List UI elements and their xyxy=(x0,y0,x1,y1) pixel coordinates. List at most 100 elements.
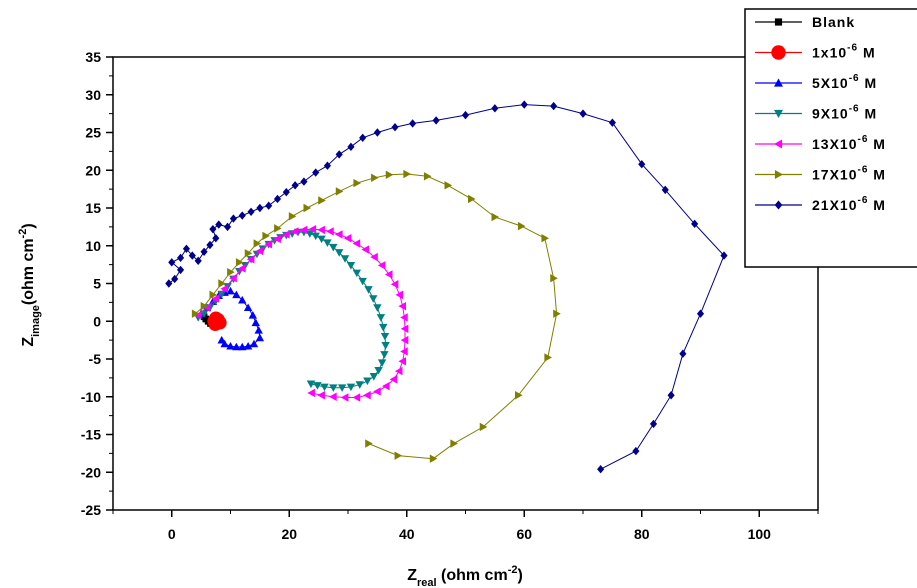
data-point xyxy=(212,234,220,243)
data-point xyxy=(320,383,329,392)
data-point xyxy=(363,377,372,386)
data-point xyxy=(409,119,417,128)
data-point xyxy=(544,353,552,362)
legend-label: 9X10-6 M xyxy=(812,104,877,122)
data-point xyxy=(165,279,173,288)
data-point xyxy=(273,234,281,244)
data-point xyxy=(264,240,273,249)
data-point xyxy=(429,454,438,463)
data-point xyxy=(365,439,373,448)
data-point xyxy=(274,224,282,233)
data-point xyxy=(226,286,235,295)
data-point xyxy=(479,422,488,432)
data-point xyxy=(774,109,783,118)
data-point xyxy=(226,341,235,350)
legend-label: 1x10-6 M xyxy=(812,43,876,61)
data-point xyxy=(255,246,264,256)
legend-label-sup: -6 xyxy=(857,134,868,145)
data-point xyxy=(774,170,783,179)
data-point xyxy=(515,391,523,400)
data-point xyxy=(290,227,299,236)
data-point xyxy=(400,313,408,322)
data-point xyxy=(394,451,403,460)
y-tick-label: -10 xyxy=(81,389,101,405)
data-point xyxy=(265,201,273,210)
data-point xyxy=(373,304,382,312)
y-axis-title-unit: (ohm cm xyxy=(20,238,37,305)
legend-label: Blank xyxy=(812,14,855,30)
data-point xyxy=(334,249,344,257)
data-point xyxy=(262,231,270,241)
data-point xyxy=(352,239,361,248)
x-tick-label: 60 xyxy=(516,526,532,542)
data-point xyxy=(306,380,316,389)
data-point xyxy=(188,251,196,260)
data-point xyxy=(517,221,526,231)
y-tick-label: 0 xyxy=(93,313,101,329)
data-point xyxy=(282,230,290,239)
legend-item: 9X10-6 M xyxy=(755,104,877,122)
y-axis: -25 -20 -15 -10 -5 0 5 10 15 20 25 30 35 xyxy=(81,49,113,518)
x-tick-label: 100 xyxy=(748,526,772,542)
legend-label-base: 17X10 xyxy=(812,167,857,183)
data-point xyxy=(346,383,356,392)
legend-label-base: Blank xyxy=(812,14,855,30)
x-axis-title-sup: -2 xyxy=(508,564,518,576)
data-point xyxy=(389,375,398,384)
data-point xyxy=(335,150,343,159)
data-point xyxy=(235,258,244,267)
data-point xyxy=(398,301,406,311)
legend-label-sup: -6 xyxy=(857,195,868,206)
legend-label-sup: -6 xyxy=(849,73,860,84)
y-tick-label: -5 xyxy=(89,351,102,367)
data-point xyxy=(774,78,783,87)
data-point xyxy=(352,269,362,278)
data-point xyxy=(176,253,185,263)
data-point xyxy=(550,101,558,111)
y-tick-label: 10 xyxy=(85,238,101,254)
legend-label-base: 1x10 xyxy=(812,45,847,61)
x-axis-title: Zreal (ohm cm-2) xyxy=(407,564,523,588)
x-axis-title-unit: (ohm cm xyxy=(437,567,508,584)
series-line xyxy=(197,231,387,389)
series-7 xyxy=(165,100,728,474)
data-point xyxy=(312,168,320,177)
data-point xyxy=(317,235,326,244)
data-point xyxy=(363,391,371,400)
data-point xyxy=(305,230,315,238)
data-point xyxy=(364,286,373,294)
data-point xyxy=(282,187,290,197)
data-point xyxy=(217,335,226,344)
data-point xyxy=(376,314,386,322)
data-point xyxy=(550,274,558,283)
data-point xyxy=(202,303,211,312)
data-point xyxy=(200,301,209,311)
data-point xyxy=(373,128,381,137)
data-point xyxy=(450,439,458,448)
legend-label: 13X10-6 M xyxy=(812,134,886,152)
data-point xyxy=(638,160,646,169)
series-2 xyxy=(207,311,227,331)
data-point xyxy=(379,323,388,332)
data-point xyxy=(579,109,587,118)
data-point xyxy=(358,277,367,286)
data-point xyxy=(374,366,383,375)
y-axis-title-sup: -2 xyxy=(17,229,29,239)
data-point xyxy=(400,324,409,333)
data-point xyxy=(398,357,406,366)
data-point xyxy=(390,280,399,289)
data-point xyxy=(191,309,200,318)
data-point xyxy=(491,212,500,222)
data-point xyxy=(288,212,297,221)
data-point xyxy=(361,245,369,254)
data-point xyxy=(608,118,616,127)
data-point xyxy=(394,366,403,376)
data-point xyxy=(649,419,658,429)
data-point xyxy=(553,309,561,318)
y-axis-title-close: ) xyxy=(20,223,37,228)
data-point xyxy=(300,177,308,186)
data-point xyxy=(444,181,453,190)
data-point xyxy=(209,290,218,300)
data-point xyxy=(774,139,783,149)
